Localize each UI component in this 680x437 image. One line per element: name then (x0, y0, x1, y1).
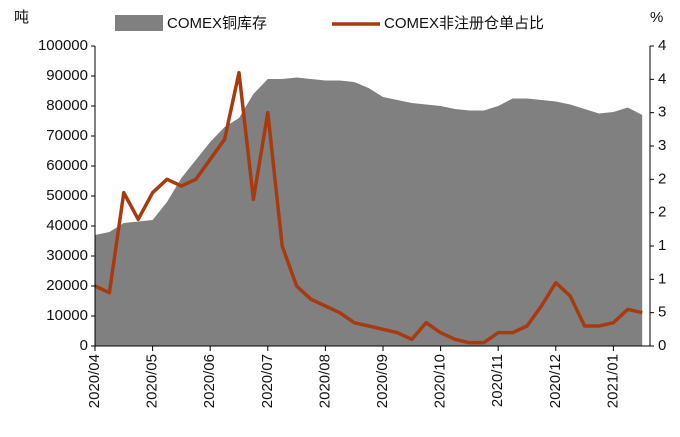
y2-tick-label: 5 (658, 304, 666, 321)
y2-tick-label: 4 (658, 70, 666, 87)
y-tick-label: 60000 (46, 157, 88, 174)
x-tick-label: 2020/06 (201, 354, 218, 408)
y2-tick-label: 0 (658, 337, 666, 354)
y2-tick-label: 1 (658, 270, 666, 287)
y2-tick-label: 2 (658, 204, 666, 221)
y-tick-label: 40000 (46, 217, 88, 234)
x-tick-label: 2020/09 (374, 354, 391, 408)
x-tick-label: 2020/08 (316, 354, 333, 408)
y-tick-label: 30000 (46, 247, 88, 264)
x-tick-label: 2020/04 (86, 354, 103, 408)
y2-tick-label: 3 (658, 104, 666, 121)
x-tick-label: 2020/10 (432, 354, 449, 408)
y2-tick-label: 3 (658, 137, 666, 154)
y2-tick-label: 2 (658, 170, 666, 187)
x-tick-label: 2021/01 (604, 354, 621, 408)
inventory-area (95, 77, 643, 346)
y2-unit: % (650, 9, 663, 26)
ratio-line (94, 70, 643, 345)
y2-tick-label: 4 (658, 37, 666, 54)
y-tick-label: 20000 (46, 277, 88, 294)
y-tick-label: 90000 (46, 67, 88, 84)
y2-tick-label: 1 (658, 237, 666, 254)
x-tick-label: 2020/11 (489, 354, 506, 407)
x-tick-label: 2020/12 (547, 354, 564, 408)
x-tick-label: 2020/05 (144, 354, 161, 408)
legend-label: COMEX非注册仓单占比 (384, 15, 544, 32)
y-unit: 吨 (14, 9, 29, 26)
y-tick-label: 80000 (46, 97, 88, 114)
x-tick-label: 2020/07 (259, 354, 276, 408)
y-tick-label: 100000 (38, 37, 88, 54)
y-tick-label: 0 (80, 337, 88, 354)
y-tick-label: 10000 (46, 307, 88, 324)
y-tick-label: 70000 (46, 127, 88, 144)
legend-swatch (115, 15, 163, 31)
legend-label: COMEX铜库存 (167, 15, 267, 32)
y-tick-label: 50000 (46, 187, 88, 204)
